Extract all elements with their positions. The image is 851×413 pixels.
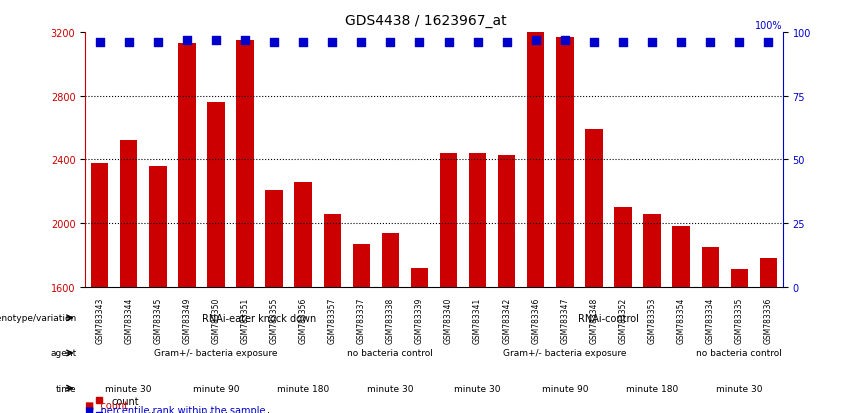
Bar: [323, 214, 341, 287]
Bar: [701, 247, 719, 287]
Text: no bacteria control: no bacteria control: [696, 349, 782, 358]
Point: [151, 40, 164, 47]
Bar: [469, 154, 487, 287]
Point: [355, 40, 368, 47]
Point: [471, 40, 484, 47]
Text: no bacteria control: no bacteria control: [347, 349, 433, 358]
Text: minute 180: minute 180: [626, 384, 678, 393]
Text: minute 90: minute 90: [192, 384, 239, 393]
Bar: [237, 41, 254, 287]
Bar: [672, 227, 690, 287]
Bar: [352, 244, 370, 287]
Bar: [557, 38, 574, 287]
Bar: [440, 154, 457, 287]
Point: [558, 37, 572, 44]
Text: agent: agent: [50, 349, 77, 358]
Text: GDS4438 / 1623967_at: GDS4438 / 1623967_at: [345, 14, 506, 28]
Point: [93, 40, 106, 47]
Text: minute 30: minute 30: [367, 384, 414, 393]
Point: [674, 40, 688, 47]
Text: time: time: [56, 384, 77, 393]
Text: RNAi-control: RNAi-control: [578, 313, 639, 323]
Point: [645, 40, 659, 47]
Point: [267, 40, 281, 47]
Text: Gram+/- bacteria exposure: Gram+/- bacteria exposure: [503, 349, 626, 358]
Legend: count, percentile rank within the sample: count, percentile rank within the sample: [90, 392, 280, 413]
Bar: [91, 163, 108, 287]
Point: [296, 40, 310, 47]
Bar: [294, 182, 311, 287]
Bar: [498, 155, 516, 287]
Bar: [149, 166, 167, 287]
Bar: [643, 214, 660, 287]
Point: [733, 40, 746, 47]
Text: ■  count: ■ count: [85, 400, 129, 410]
Point: [587, 40, 601, 47]
Point: [529, 37, 543, 44]
Bar: [585, 130, 603, 287]
Bar: [614, 208, 631, 287]
Text: 100%: 100%: [756, 21, 783, 31]
Bar: [760, 259, 777, 287]
Bar: [208, 103, 225, 287]
Text: minute 30: minute 30: [454, 384, 501, 393]
Point: [238, 37, 252, 44]
Point: [442, 40, 455, 47]
Point: [616, 40, 630, 47]
Text: genotype/variation: genotype/variation: [0, 313, 77, 323]
Point: [384, 40, 397, 47]
Bar: [411, 268, 428, 287]
Bar: [527, 33, 545, 287]
Point: [325, 40, 339, 47]
Point: [704, 40, 717, 47]
Text: minute 30: minute 30: [716, 384, 762, 393]
Text: minute 90: minute 90: [541, 384, 588, 393]
Text: minute 30: minute 30: [106, 384, 152, 393]
Text: RNAi-eater knock down: RNAi-eater knock down: [203, 313, 317, 323]
Bar: [178, 44, 196, 287]
Point: [762, 40, 775, 47]
Point: [413, 40, 426, 47]
Point: [122, 40, 135, 47]
Point: [180, 37, 194, 44]
Bar: [120, 141, 138, 287]
Text: minute 180: minute 180: [277, 384, 329, 393]
Bar: [381, 233, 399, 287]
Text: Gram+/- bacteria exposure: Gram+/- bacteria exposure: [154, 349, 277, 358]
Bar: [730, 270, 748, 287]
Point: [500, 40, 513, 47]
Point: [209, 37, 223, 44]
Text: ■  percentile rank within the sample: ■ percentile rank within the sample: [85, 405, 266, 413]
Bar: [266, 190, 283, 287]
